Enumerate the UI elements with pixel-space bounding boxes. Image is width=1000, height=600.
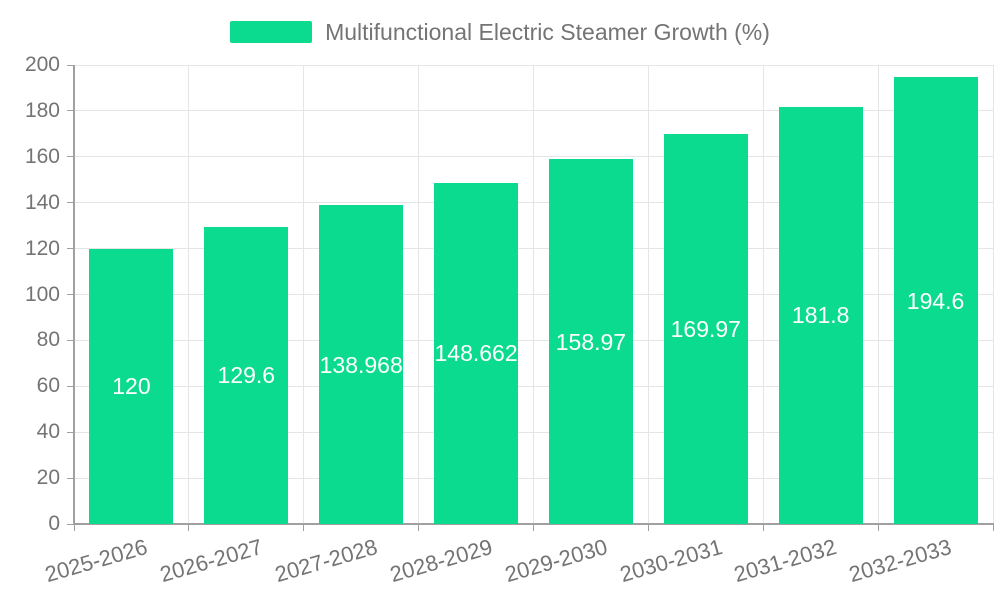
x-tick-label: 2026-2027 (157, 534, 266, 588)
v-gridline (303, 65, 305, 524)
y-tick (67, 385, 74, 387)
bar-2032-2033[interactable] (893, 77, 978, 524)
y-tick-label: 80 (36, 328, 60, 352)
legend[interactable]: Multifunctional Electric Steamer Growth … (0, 19, 1000, 45)
x-tick (303, 524, 305, 531)
y-tick (67, 202, 74, 204)
v-gridline (188, 65, 190, 524)
y-tick-label: 140 (24, 190, 60, 214)
y-tick (67, 431, 74, 433)
bar-2025-2026[interactable] (89, 248, 174, 524)
y-tick-label: 160 (24, 144, 60, 168)
legend-swatch-icon (230, 21, 313, 43)
y-tick-label: 0 (48, 512, 60, 535)
x-tick (73, 524, 75, 531)
bar-2027-2028[interactable] (319, 205, 404, 524)
y-tick-label: 20 (36, 466, 60, 490)
y-tick-label: 100 (24, 282, 60, 306)
y-tick-label: 120 (24, 236, 60, 260)
y-tick (67, 110, 74, 112)
bar-value-label: 120 (112, 373, 151, 400)
bar-2029-2030[interactable] (548, 159, 633, 524)
y-tick (67, 523, 74, 525)
x-tick-label: 2027-2028 (272, 534, 381, 588)
v-gridline (877, 65, 879, 524)
x-tick (418, 524, 420, 531)
x-tick (533, 524, 534, 531)
x-tick (877, 524, 879, 531)
y-axis-line (73, 65, 75, 524)
x-tick-label: 2028-2029 (386, 534, 495, 588)
bar-value-label: 158.97 (555, 328, 627, 355)
y-tick (67, 477, 74, 479)
bar-2031-2032[interactable] (778, 106, 863, 524)
v-gridline (647, 65, 649, 524)
x-axis-line (73, 523, 994, 525)
x-tick (762, 524, 764, 531)
x-tick-label: 2029-2030 (501, 534, 610, 588)
y-tick-label: 180 (24, 98, 60, 122)
y-tick-label: 200 (24, 53, 60, 76)
y-tick (67, 64, 74, 66)
bar-2030-2031[interactable] (663, 133, 748, 524)
v-gridline (418, 65, 420, 524)
x-tick (992, 524, 994, 531)
y-tick (67, 294, 74, 295)
x-tick-label: 2032-2033 (846, 534, 955, 588)
x-tick-label: 2025-2026 (42, 534, 151, 588)
x-tick-label: 2030-2031 (616, 534, 725, 588)
v-gridline (762, 65, 764, 524)
legend-label: Multifunctional Electric Steamer Growth … (325, 19, 770, 45)
y-tick (67, 248, 74, 250)
y-tick-label: 60 (36, 374, 60, 398)
bar-2026-2027[interactable] (204, 226, 289, 524)
bar-value-label: 181.8 (791, 302, 850, 329)
x-tick (647, 524, 649, 531)
v-gridline (992, 65, 994, 524)
bar-value-label: 194.6 (906, 287, 965, 314)
y-tick-label: 40 (36, 420, 60, 444)
v-gridline (533, 65, 534, 524)
bar-value-label: 129.6 (217, 362, 276, 389)
bar-value-label: 138.968 (319, 351, 403, 378)
x-tick-label: 2031-2032 (731, 534, 840, 588)
bar-value-label: 148.662 (434, 340, 518, 367)
x-tick (188, 524, 190, 531)
y-tick (67, 156, 74, 158)
y-tick (67, 339, 74, 341)
bar-value-label: 169.97 (670, 315, 741, 342)
bar-2028-2029[interactable] (434, 182, 519, 524)
